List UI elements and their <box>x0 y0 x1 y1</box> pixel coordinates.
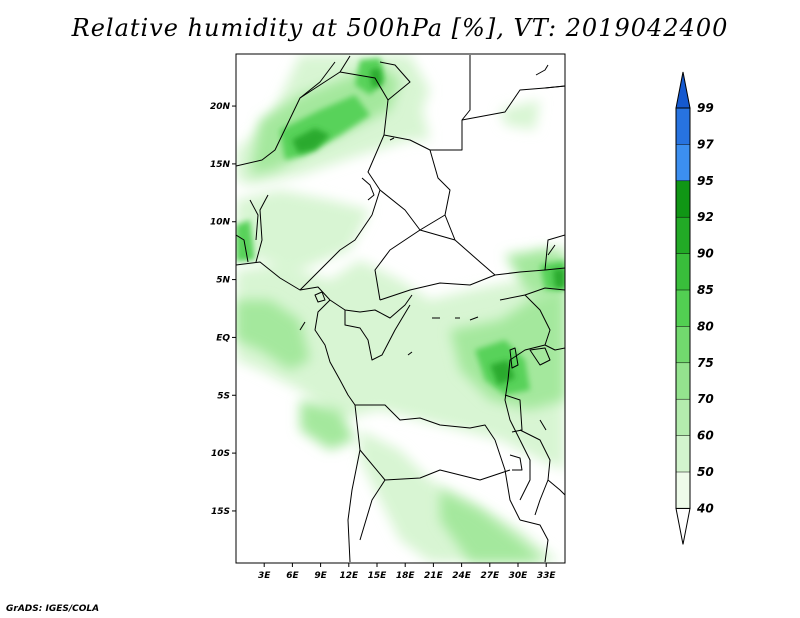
lon-tick-label: 27E <box>480 571 500 581</box>
lon-tick-label: 21E <box>424 571 444 581</box>
colorbar-segment <box>676 180 690 218</box>
colorbar-label: 97 <box>697 137 714 151</box>
colorbar-segment <box>676 362 690 400</box>
colorbar-label: 80 <box>697 319 714 333</box>
colorbar-label: 99 <box>697 101 714 115</box>
lon-tick-label: 24E <box>452 571 472 581</box>
chart-title: Relative humidity at 500hPa [%], VT: 201… <box>71 14 729 42</box>
colorbar-segment <box>676 108 690 145</box>
lat-tick-label: 15S <box>211 507 230 517</box>
lon-tick-label: 6E <box>286 571 299 581</box>
lat-tick-label: 5S <box>217 391 230 401</box>
colorbar-high-triangle <box>675 71 691 109</box>
lat-tick-label: 5N <box>216 276 230 286</box>
lon-tick-label: 15E <box>368 571 388 581</box>
lat-tick-label: 20N <box>210 102 231 112</box>
colorbar-segment <box>676 144 690 181</box>
lon-tick-label: 33E <box>537 571 557 581</box>
colorbar-label: 92 <box>697 210 714 224</box>
lon-tick-label: 9E <box>314 571 327 581</box>
colorbar-low-triangle <box>675 507 691 545</box>
lon-tick-label: 18E <box>396 571 416 581</box>
colorbar: 40 50 60 70 75 80 85 90 92 95 97 99 <box>675 71 714 545</box>
lon-tick-label: 3E <box>258 571 271 581</box>
colorbar-segment <box>676 472 690 509</box>
lat-tick-label: 10N <box>210 218 231 228</box>
colorbar-segment <box>676 435 690 472</box>
lon-tick-label: 30E <box>509 571 529 581</box>
colorbar-label: 50 <box>697 465 714 479</box>
lat-tick-label: EQ <box>216 333 230 343</box>
colorbar-label: 70 <box>697 392 714 406</box>
colorbar-label: 95 <box>697 174 714 188</box>
colorbar-segment <box>676 326 690 363</box>
colorbar-segment <box>676 399 690 436</box>
colorbar-label: 85 <box>697 283 714 297</box>
credit-label: GrADS: IGES/COLA <box>6 604 100 614</box>
colorbar-label: 60 <box>697 429 714 443</box>
colorbar-segment <box>676 290 690 327</box>
colorbar-segment <box>676 217 690 254</box>
axis-ticks: 20N 15N 10N 5N EQ 5S 10S 15S 3E 6E 9E 12E 15E 18E 21E 2… <box>210 102 556 581</box>
map-frame <box>235 53 566 564</box>
colorbar-label: 75 <box>697 356 714 370</box>
lat-tick-label: 15N <box>210 160 231 170</box>
lat-tick-label: 10S <box>211 449 230 459</box>
colorbar-segment <box>676 253 690 290</box>
colorbar-label: 90 <box>697 247 714 261</box>
country-borders <box>236 55 565 563</box>
colorbar-label: 40 <box>696 501 714 515</box>
lon-tick-label: 12E <box>339 571 359 581</box>
